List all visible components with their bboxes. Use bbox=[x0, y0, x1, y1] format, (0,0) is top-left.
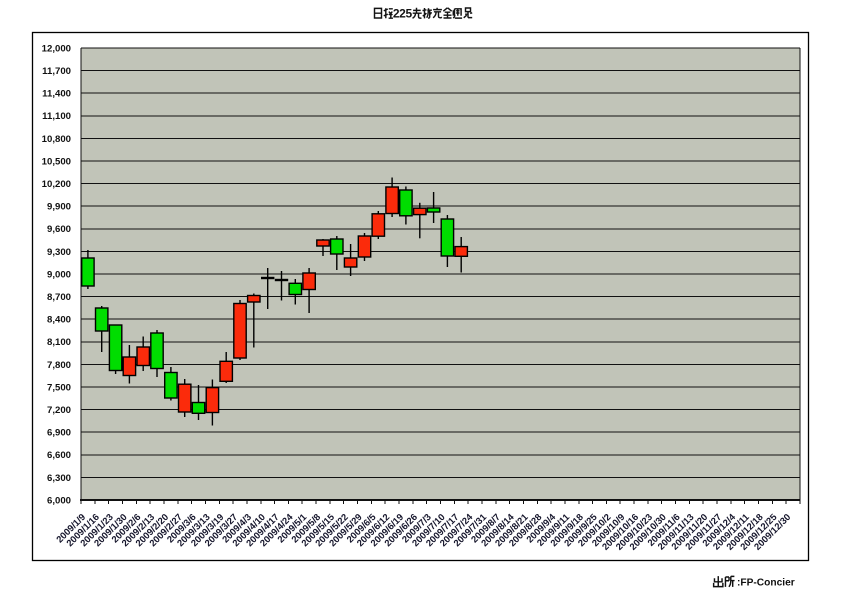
svg-text:9,000: 9,000 bbox=[47, 269, 71, 280]
svg-text:8,700: 8,700 bbox=[47, 292, 71, 303]
svg-text:9,900: 9,900 bbox=[47, 202, 71, 213]
svg-text:12,000: 12,000 bbox=[42, 43, 71, 54]
svg-text:11,100: 11,100 bbox=[42, 111, 71, 122]
svg-text:8,100: 8,100 bbox=[47, 337, 71, 348]
svg-text:10,200: 10,200 bbox=[42, 179, 71, 190]
svg-text:6,600: 6,600 bbox=[47, 450, 71, 461]
svg-text:8,400: 8,400 bbox=[47, 315, 71, 326]
svg-text:9,600: 9,600 bbox=[47, 224, 71, 235]
svg-text:6,900: 6,900 bbox=[47, 428, 71, 439]
svg-text:6,000: 6,000 bbox=[47, 495, 71, 506]
svg-text:10,500: 10,500 bbox=[42, 156, 71, 167]
svg-text:6,300: 6,300 bbox=[47, 473, 71, 484]
svg-text:9,300: 9,300 bbox=[47, 247, 71, 258]
svg-text:7,200: 7,200 bbox=[47, 405, 71, 416]
svg-text::FP-Concier: :FP-Concier bbox=[737, 578, 795, 589]
svg-text:11,700: 11,700 bbox=[42, 66, 71, 77]
svg-text:10,800: 10,800 bbox=[42, 134, 71, 145]
svg-text:7,800: 7,800 bbox=[47, 360, 71, 371]
svg-text:225: 225 bbox=[393, 7, 413, 21]
svg-text:11,400: 11,400 bbox=[42, 89, 71, 100]
svg-text:7,500: 7,500 bbox=[47, 382, 71, 393]
